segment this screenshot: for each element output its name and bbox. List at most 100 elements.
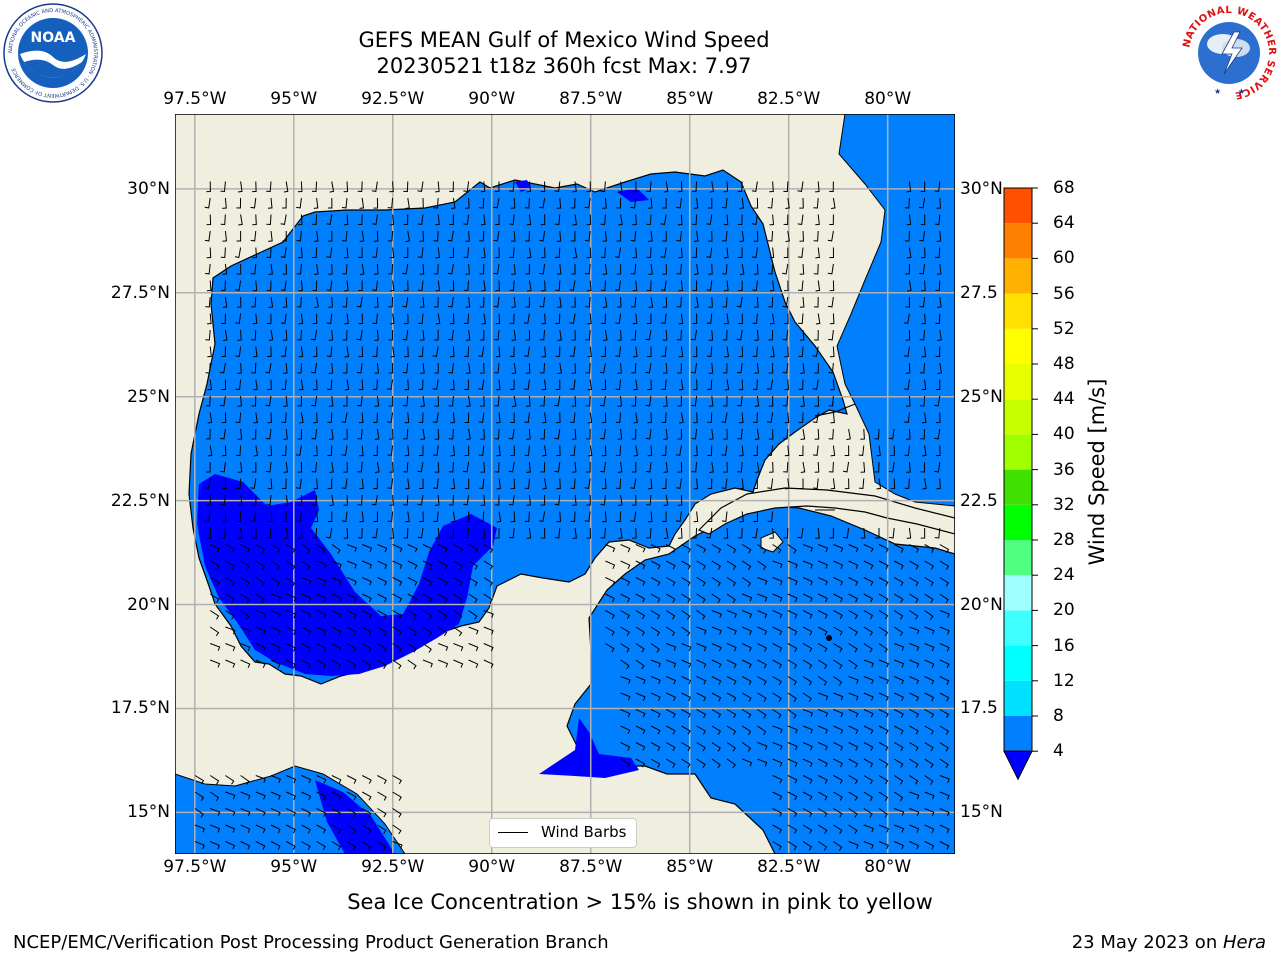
wind-barb	[939, 725, 950, 735]
wind-barb	[557, 329, 562, 341]
wind-barb	[270, 659, 281, 669]
wind-barb	[220, 461, 226, 473]
wind-barb	[437, 626, 448, 637]
wind-barb	[829, 313, 835, 325]
wind-barb	[342, 230, 348, 242]
wind-barb	[920, 214, 926, 226]
wind-barb	[540, 247, 546, 259]
wind-barb	[447, 230, 454, 242]
wind-barb	[250, 511, 257, 522]
wind-barb	[645, 461, 652, 473]
wind-barb	[586, 214, 592, 226]
wind-barb	[225, 577, 235, 587]
wind-barb	[757, 610, 768, 619]
wind-barb	[285, 560, 296, 571]
wind-barb	[693, 230, 699, 242]
wind-barb	[221, 379, 227, 390]
wind-barb	[585, 362, 591, 374]
longitude-label: 80°W	[864, 857, 912, 877]
colorbar-tick-label: 52	[1053, 318, 1075, 339]
wind-barb	[255, 643, 266, 652]
wind-barb	[270, 775, 281, 784]
wind-barb	[815, 313, 821, 325]
wind-barb	[417, 461, 424, 473]
wind-barb	[570, 230, 576, 242]
colorbar-segment	[1004, 610, 1032, 646]
wind-barb	[341, 511, 348, 522]
wind-barb	[468, 560, 478, 570]
latitude-label-right: 27.5	[960, 282, 998, 303]
wind-barb	[769, 527, 774, 539]
colorbar-tick-label: 48	[1053, 354, 1075, 374]
wind-barb	[616, 478, 622, 490]
wind-barb	[787, 692, 797, 703]
colorbar-label: Wind Speed [m/s]	[1085, 378, 1109, 566]
wind-barb	[772, 610, 783, 619]
noaa-logo: NATIONAL OCEANIC AND ATMOSPHERIC ADMINIS…	[3, 3, 103, 103]
wind-barb	[554, 494, 561, 506]
wind-barb	[721, 511, 728, 522]
wind-barb	[677, 395, 682, 407]
wind-barb	[422, 643, 432, 653]
wind-barb	[361, 593, 372, 603]
wind-barb	[711, 593, 721, 604]
wind-barb	[508, 428, 515, 440]
wind-barb	[270, 593, 282, 602]
colorbar-segment	[1004, 328, 1032, 364]
wind-barb	[632, 527, 637, 539]
wind-barb	[465, 329, 471, 341]
wind-barb	[526, 181, 532, 193]
wind-barb	[328, 329, 334, 341]
wind-barb	[571, 329, 576, 341]
wind-barb	[557, 296, 562, 308]
wind-barb	[646, 247, 652, 259]
wind-barb	[372, 346, 378, 358]
wind-barb	[448, 461, 454, 473]
wind-barb	[631, 461, 637, 473]
wind-barb	[206, 214, 212, 226]
wind-barb	[620, 742, 631, 751]
wind-barb	[314, 263, 319, 275]
wind-barb	[479, 329, 485, 341]
wind-barb	[205, 395, 211, 407]
wind-barb	[635, 659, 645, 670]
wind-barb	[635, 725, 646, 735]
wind-barb	[939, 560, 950, 570]
wind-barb	[255, 593, 265, 604]
wind-barb	[356, 362, 363, 374]
wind-barb	[721, 412, 728, 423]
wind-barb	[435, 280, 441, 292]
wind-barb	[286, 775, 297, 784]
wind-barb	[691, 362, 698, 374]
wind-barb	[346, 808, 357, 818]
wind-barb	[802, 775, 813, 784]
wind-barb	[711, 560, 722, 570]
wind-barb	[463, 494, 470, 506]
wind-barb	[817, 742, 828, 751]
wind-barb	[709, 428, 714, 440]
wind-barb	[707, 478, 713, 490]
wind-barb	[495, 528, 500, 539]
wind-barb	[361, 824, 372, 834]
wind-barb	[209, 544, 220, 553]
wind-barb	[267, 445, 273, 457]
wind-barb	[782, 296, 789, 308]
wind-barb	[711, 610, 722, 618]
wind-barb	[893, 610, 904, 620]
wind-barb	[296, 197, 302, 209]
wind-barb	[605, 544, 616, 553]
wind-barb	[541, 313, 546, 325]
wind-barb	[327, 197, 333, 209]
wind-barb	[344, 379, 350, 391]
wind-barb	[711, 659, 722, 669]
wind-barb	[757, 676, 767, 686]
wind-barb	[692, 247, 698, 259]
wind-barb	[402, 395, 409, 407]
wind-barb	[463, 214, 470, 225]
wind-barb	[266, 280, 272, 292]
wind-barb	[798, 346, 804, 358]
wind-barb	[599, 428, 606, 440]
wind-barb	[878, 643, 888, 653]
wind-barb	[650, 626, 661, 637]
wind-barb	[878, 808, 888, 818]
